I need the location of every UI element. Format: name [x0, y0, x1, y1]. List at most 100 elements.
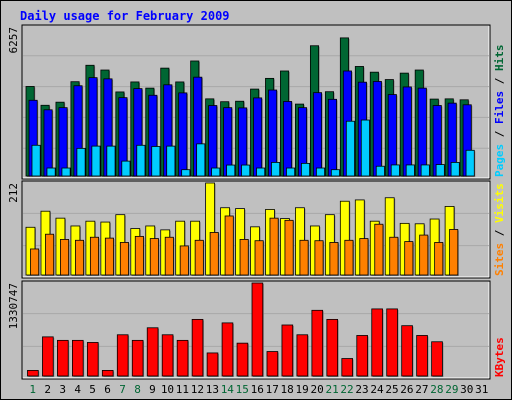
bar-pages	[211, 167, 221, 177]
bar-pages	[226, 164, 236, 177]
x-tick-label: 1	[29, 383, 36, 396]
bar-pages	[106, 145, 116, 177]
bar-pages	[420, 164, 430, 177]
bar-pages	[31, 144, 41, 177]
bar-pages	[286, 167, 296, 177]
bar-kbytes	[146, 327, 159, 377]
bar-kbytes	[176, 339, 189, 377]
bar-pages	[76, 147, 86, 177]
x-tick-label: 5	[89, 383, 96, 396]
x-tick-label: 17	[266, 383, 279, 396]
x-tick-label: 4	[74, 383, 81, 396]
x-tick-label: 24	[370, 383, 384, 396]
x-tick-label: 23	[355, 383, 368, 396]
bar-sites	[89, 236, 99, 276]
bar-kbytes	[356, 335, 368, 377]
x-tick-label: 9	[149, 383, 156, 396]
bar-pages	[345, 120, 355, 177]
bar-pages	[315, 167, 326, 177]
x-tick-label: 19	[296, 383, 309, 396]
bar-files	[208, 105, 218, 177]
bar-kbytes	[281, 324, 294, 377]
bar-pages	[271, 162, 281, 177]
legend-part-sep: /	[493, 124, 506, 144]
bar-pages	[166, 145, 176, 177]
bar-sites	[299, 239, 309, 276]
bar-kbytes	[311, 309, 324, 377]
bar-sites	[134, 235, 144, 276]
bar-kbytes	[431, 341, 443, 377]
panels-layer: 6257 Pages / Files / Hits 212 Sites / Visit…	[7, 24, 506, 380]
panel-hits-files-pages: 6257 Pages / Files / Hits	[7, 24, 506, 180]
bar-pages	[405, 164, 415, 177]
bar-pages	[196, 143, 206, 177]
bar-sites	[389, 236, 399, 276]
bar-sites	[449, 229, 459, 276]
bar-pages	[241, 164, 251, 177]
panel-visits-sites: 212 Sites / Visits	[7, 180, 506, 279]
series-legend-label: KBytes	[493, 337, 506, 377]
bar-files	[402, 86, 412, 177]
bars	[25, 37, 476, 177]
bar-sites	[254, 240, 264, 276]
x-axis-labels: 1 2 3 4 5 6 7 8 9 10 11 12 13 14 15 16 17 18 19 20 21 22 23 24 2…	[29, 383, 488, 396]
bar-kbytes	[401, 325, 413, 377]
x-tick-label: 18	[281, 383, 294, 396]
bar-sites	[284, 219, 294, 276]
bar-kbytes	[191, 318, 204, 377]
bar-kbytes	[341, 358, 353, 377]
x-tick-label: 28	[430, 383, 443, 396]
bar-pages	[435, 164, 445, 177]
x-tick-label: 13	[206, 383, 219, 396]
x-tick-label: 22	[340, 383, 353, 396]
bar-kbytes	[206, 352, 219, 377]
panel-kbytes: 1330747 KBytes	[7, 280, 506, 380]
bar-kbytes	[27, 370, 39, 377]
bar-kbytes	[131, 339, 144, 377]
legend-part-sep: /	[493, 223, 506, 243]
x-tick-label: 16	[251, 383, 264, 396]
x-tick-label: 26	[400, 383, 413, 396]
y-max-label: 6257	[7, 27, 20, 54]
legend-part-visits: Visits	[493, 183, 506, 223]
x-tick-label: 12	[191, 383, 204, 396]
bar-sites	[404, 241, 414, 276]
bars	[25, 182, 459, 276]
bar-kbytes	[266, 351, 279, 377]
bar-kbytes	[72, 339, 84, 377]
x-tick-label: 31	[475, 383, 488, 396]
bar-sites	[374, 223, 384, 276]
legend-part-kbytes: KBytes	[493, 337, 506, 377]
bar-kbytes	[251, 282, 264, 377]
bar-sites	[419, 234, 429, 276]
x-tick-label: 21	[325, 383, 338, 396]
bar-pages	[151, 146, 161, 177]
x-tick-label: 15	[236, 383, 249, 396]
bar-files	[253, 97, 263, 177]
bar-kbytes	[386, 308, 398, 377]
bar-sites	[119, 242, 129, 276]
bar-sites	[194, 239, 204, 276]
bar-pages	[465, 149, 475, 177]
bar-kbytes	[86, 342, 99, 377]
bar-sites	[344, 239, 354, 276]
bar-kbytes	[116, 334, 129, 377]
bar-files	[372, 81, 382, 177]
x-tick-label: 7	[119, 383, 126, 396]
y-max-label: 1330747	[7, 283, 20, 329]
x-tick-label: 30	[460, 383, 473, 396]
bar-kbytes	[236, 342, 249, 377]
bar-pages	[121, 160, 131, 177]
bar-sites	[30, 248, 40, 276]
x-tick-label: 10	[161, 383, 174, 396]
bar-sites	[329, 242, 339, 276]
x-tick-label: 20	[310, 383, 323, 396]
bar-kbytes	[42, 336, 54, 377]
bar-pages	[330, 169, 340, 177]
bar-kbytes	[326, 318, 339, 377]
chart-title: Daily usage for February 2009	[20, 9, 230, 23]
y-max-label: 212	[7, 183, 20, 203]
bar-pages	[375, 165, 385, 177]
bar-files	[178, 92, 188, 177]
